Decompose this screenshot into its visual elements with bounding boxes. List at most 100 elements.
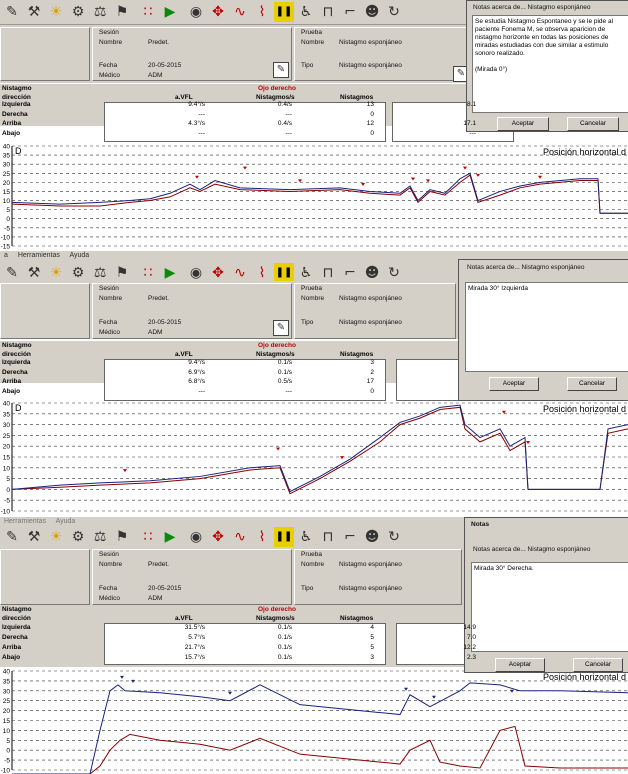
doctor-label: Médico	[99, 329, 120, 336]
row-direction: Arriba	[2, 378, 22, 385]
pause-icon[interactable]: ❚❚	[274, 2, 294, 22]
edit-session-icon[interactable]: ✎	[273, 320, 289, 336]
edit-test-icon[interactable]: ✎	[453, 66, 469, 82]
head-icon[interactable]: ☻	[364, 529, 380, 545]
menu-item-tools[interactable]: Herramientas	[17, 252, 60, 259]
sit-icon[interactable]: ♿	[299, 4, 313, 20]
play-icon[interactable]: ▶	[164, 265, 176, 281]
chair-icon[interactable]: ⌐	[344, 4, 356, 20]
nystagmus-marker	[510, 689, 514, 693]
wave-icon[interactable]: ∿	[234, 4, 246, 20]
chair-icon[interactable]: ⌐	[344, 529, 356, 545]
menu-item-help[interactable]: Ayuda	[69, 252, 90, 259]
bed-icon[interactable]: ⊓	[322, 4, 334, 20]
bed-icon[interactable]: ⊓	[322, 529, 334, 545]
tool-b-icon[interactable]: ⚒	[27, 265, 41, 281]
tool-e-icon[interactable]: ⚑	[115, 265, 129, 281]
notes-textarea[interactable]: Se estudia Nistagmo Espontaneo y se le p…	[472, 15, 628, 113]
y-tick-label: 35	[3, 678, 11, 685]
pause-icon[interactable]: ❚❚	[274, 527, 294, 547]
pause-icon[interactable]: ❚❚	[274, 263, 294, 283]
menu-item-tools[interactable]: Herramientas	[4, 518, 47, 525]
rotate-icon[interactable]: ↻	[388, 265, 400, 281]
bed-icon[interactable]: ⊓	[322, 265, 334, 281]
tool-d-icon[interactable]: ⚖	[93, 529, 107, 545]
caloric-icon[interactable]: ⌇	[258, 4, 266, 20]
notes-textarea[interactable]: Mirada 30° Derecha.	[471, 562, 628, 652]
col-count: Nistagmos	[340, 94, 374, 101]
y-tick-label: 25	[3, 698, 11, 705]
tool-c-icon[interactable]: ⚙	[71, 265, 85, 281]
tool-c-icon[interactable]: ⚙	[71, 4, 85, 20]
sound-icon[interactable]: ◉	[189, 265, 203, 281]
wave-icon[interactable]: ∿	[234, 265, 246, 281]
tool-e-icon[interactable]: ⚑	[115, 529, 129, 545]
row-vfl: ---	[198, 129, 206, 137]
y-tick-label: 40	[3, 144, 11, 151]
y-tick-label: 15	[3, 455, 11, 462]
move-icon[interactable]: ✥	[212, 529, 224, 545]
cancel-button[interactable]: Cancelar	[567, 377, 617, 391]
channel-label: D	[15, 146, 22, 156]
tool-b-icon[interactable]: ⚒	[27, 529, 41, 545]
sit-icon[interactable]: ♿	[299, 265, 313, 281]
bulb-icon[interactable]: ☀	[49, 4, 63, 20]
chair-icon[interactable]: ⌐	[344, 265, 356, 281]
y-tick-label: 5	[6, 476, 10, 483]
menu-item-a[interactable]: a	[4, 252, 8, 259]
cancel-button[interactable]: Cancelar	[567, 117, 619, 131]
tool-a-icon[interactable]: ✎	[6, 4, 18, 20]
row-rate: 0.1/s	[277, 644, 292, 651]
dots-icon[interactable]: ∷	[143, 4, 153, 20]
tool-e-icon[interactable]: ⚑	[115, 4, 129, 20]
row-direction: Izquierda	[2, 101, 31, 108]
channel-label: D	[15, 403, 22, 413]
rotate-icon[interactable]: ↻	[388, 4, 400, 20]
cancel-button[interactable]: Cancelar	[573, 658, 623, 672]
y-tick-label: 0	[6, 487, 10, 494]
bulb-icon[interactable]: ☀	[49, 529, 63, 545]
nystagmus-marker	[120, 675, 124, 679]
row-vfl: 6.8°/s	[188, 378, 205, 385]
sit-icon[interactable]: ♿	[299, 529, 313, 545]
move-icon[interactable]: ✥	[212, 265, 224, 281]
test-name-label: Nombre	[301, 561, 325, 568]
tool-b-icon[interactable]: ⚒	[27, 4, 41, 20]
wave-icon[interactable]: ∿	[234, 529, 246, 545]
row-vfl: 15.7°/s	[184, 654, 205, 661]
dots-icon[interactable]: ∷	[143, 265, 153, 281]
edit-session-icon[interactable]: ✎	[273, 62, 289, 78]
tool-a-icon[interactable]: ✎	[6, 529, 18, 545]
y-tick-label: 25	[3, 171, 11, 178]
tool-a-icon[interactable]: ✎	[6, 265, 18, 281]
accept-button[interactable]: Aceptar	[489, 377, 539, 391]
nystagmus-marker	[476, 173, 480, 177]
rotate-icon[interactable]: ↻	[388, 529, 400, 545]
accept-button[interactable]: Aceptar	[497, 117, 549, 131]
caloric-icon[interactable]: ⌇	[258, 529, 266, 545]
menu-item-help[interactable]: Ayuda	[55, 518, 76, 525]
accept-button[interactable]: Aceptar	[495, 658, 545, 672]
play-icon[interactable]: ▶	[164, 529, 176, 545]
notes-textarea[interactable]: Mirada 30° Izquierda	[465, 282, 628, 372]
date-label: Fecha	[99, 62, 118, 69]
tool-d-icon[interactable]: ⚖	[93, 4, 107, 20]
bulb-icon[interactable]: ☀	[49, 265, 63, 281]
head-icon[interactable]: ☻	[364, 4, 380, 20]
nystagmus-marker	[463, 166, 467, 170]
sound-icon[interactable]: ◉	[189, 4, 203, 20]
row-rate: 0.1/s	[277, 654, 292, 661]
dots-icon[interactable]: ∷	[143, 529, 153, 545]
caloric-icon[interactable]: ⌇	[258, 265, 266, 281]
screenshot-panel-1: ✎ ⚒ ☀ ⚙ ⚖ ⚑ ∷ ▶ ◉ ✥ ∿ ⌇ ❚❚ ♿ ⊓ ⌐ ☻ ↻ Sesión Nombre Predet…	[0, 0, 628, 250]
sound-icon[interactable]: ◉	[189, 529, 203, 545]
play-icon[interactable]: ▶	[164, 4, 176, 20]
position-chart-svg: 40 35 30 25 20 15 10 5 0 -5 -10 D Posición horizonta…	[1, 401, 628, 515]
tool-c-icon[interactable]: ⚙	[71, 529, 85, 545]
head-icon[interactable]: ☻	[364, 265, 380, 281]
row-direction: Abajo	[2, 129, 21, 137]
col-vfl: a.VFL	[175, 615, 193, 622]
eye-position-trace	[11, 172, 628, 214]
tool-d-icon[interactable]: ⚖	[93, 265, 107, 281]
move-icon[interactable]: ✥	[212, 4, 224, 20]
